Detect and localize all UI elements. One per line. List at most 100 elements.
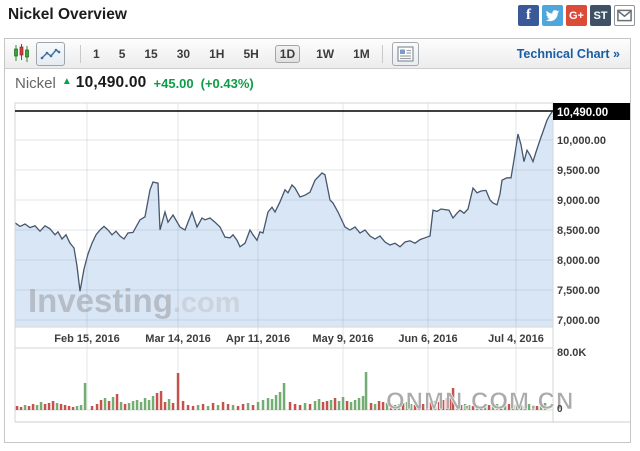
volume-bar <box>55 403 59 410</box>
volume-bar <box>337 401 341 410</box>
stocktwits-share-icon[interactable]: ST <box>590 5 611 26</box>
volume-bar <box>71 407 75 410</box>
volume-bar <box>491 405 495 410</box>
volume-bar <box>131 401 135 410</box>
interval-5H[interactable]: 5H <box>243 46 259 61</box>
volume-bar <box>451 388 455 410</box>
social-share-row: f G+ ST <box>518 5 635 26</box>
volume-bar <box>155 393 159 410</box>
volume-bar <box>186 405 190 410</box>
interval-30[interactable]: 30 <box>176 46 191 61</box>
volume-bar <box>377 401 381 410</box>
volume-bar <box>425 403 429 410</box>
volume-bar <box>511 405 515 410</box>
volume-bar <box>63 405 67 410</box>
twitter-share-icon[interactable] <box>542 5 563 26</box>
volume-bar <box>495 404 499 410</box>
google-plus-letters: G+ <box>569 9 584 22</box>
volume-bar <box>59 404 63 410</box>
volume-bar <box>206 406 210 410</box>
interval-selector: 1 5 15 30 1H 5H 1D 1W 1M <box>90 44 373 63</box>
x-axis-label: Feb 15, 2016 <box>54 333 119 345</box>
volume-bar <box>288 402 292 410</box>
page-title: Nickel Overview <box>8 6 127 23</box>
volume-bar <box>531 405 535 410</box>
volume-bar <box>373 404 377 410</box>
volume-bar <box>107 401 111 410</box>
volume-bar <box>147 400 151 410</box>
volume-bar <box>445 398 449 410</box>
interval-1H[interactable]: 1H <box>209 46 225 61</box>
volume-bar <box>441 400 445 410</box>
volume-bar <box>479 406 483 410</box>
volume-bar <box>437 402 441 410</box>
volume-axis-top-label: 80.0K <box>557 347 586 359</box>
x-axis-label: Mar 14, 2016 <box>145 333 210 345</box>
y-axis-label: 8,500.00 <box>557 225 600 237</box>
volume-bar <box>135 400 139 410</box>
volume-bar <box>455 404 459 410</box>
volume-bar <box>111 397 115 410</box>
interval-1M[interactable]: 1M <box>353 46 370 61</box>
volume-bar <box>171 403 175 410</box>
volume-bar <box>535 406 539 410</box>
volume-bar <box>139 402 143 410</box>
volume-bar <box>19 407 23 410</box>
line-chart-button[interactable] <box>36 41 65 66</box>
candlestick-chart-button[interactable] <box>13 44 30 63</box>
volume-bar <box>463 404 467 410</box>
envelope-icon <box>617 9 632 22</box>
volume-bar <box>51 401 55 410</box>
last-price: 10,490.00 <box>75 74 147 91</box>
current-price-badge <box>553 103 630 120</box>
volume-bar <box>231 405 235 410</box>
facebook-letter: f <box>526 7 531 23</box>
interval-1D[interactable]: 1D <box>274 44 301 63</box>
volume-bar <box>270 399 274 410</box>
volume-bar <box>409 404 413 410</box>
x-axis-label: Apr 11, 2016 <box>226 333 290 345</box>
twitter-bird-icon <box>545 10 560 22</box>
facebook-share-icon[interactable]: f <box>518 5 539 26</box>
volume-bar <box>317 399 321 410</box>
volume-bar <box>459 405 463 410</box>
x-axis-label: Jun 6, 2016 <box>398 333 457 345</box>
volume-bar <box>397 404 401 410</box>
volume-bar <box>421 404 425 410</box>
volume-bar <box>282 383 286 410</box>
price-chart[interactable]: Investing.com ONMN.COM.CN 10,490.00 10,000.… <box>5 96 630 442</box>
volume-bar <box>345 401 349 410</box>
volume-bar <box>236 406 240 410</box>
volume-bar <box>499 406 503 410</box>
price-change-percent: (+0.43%) <box>200 75 254 91</box>
volume-bar <box>507 404 511 410</box>
interval-1W[interactable]: 1W <box>316 46 335 61</box>
email-share-icon[interactable] <box>614 5 635 26</box>
x-axis-label: May 9, 2016 <box>312 333 373 345</box>
volume-bar <box>467 405 471 410</box>
volume-axis-zero-label: 0 <box>557 404 563 415</box>
google-plus-share-icon[interactable]: G+ <box>566 5 587 26</box>
technical-chart-link[interactable]: Technical Chart » <box>516 46 620 61</box>
volume-bar <box>353 400 357 410</box>
volume-bar <box>385 403 389 410</box>
volume-bar <box>39 402 43 410</box>
volume-bar <box>413 405 417 410</box>
site-watermark: ONMN.COM.CN <box>386 388 574 415</box>
volume-bar <box>246 403 250 410</box>
volume-bar <box>221 402 225 410</box>
interval-5[interactable]: 5 <box>118 46 126 61</box>
volume-bar <box>361 396 365 410</box>
volume-bar <box>176 373 180 410</box>
y-axis-label: 9,500.00 <box>557 165 600 177</box>
volume-bar <box>519 405 523 410</box>
interval-1[interactable]: 1 <box>93 46 100 61</box>
chart-widget: 1 5 15 30 1H 5H 1D 1W 1M Technical Chart » Nicke… <box>4 38 631 443</box>
volume-bar <box>389 404 393 410</box>
volume-bar <box>95 404 99 410</box>
news-panel-button[interactable] <box>391 41 419 66</box>
volume-bar <box>471 406 475 410</box>
interval-15[interactable]: 15 <box>144 46 158 61</box>
volume-bar <box>123 404 127 410</box>
volume-bar <box>216 405 220 410</box>
